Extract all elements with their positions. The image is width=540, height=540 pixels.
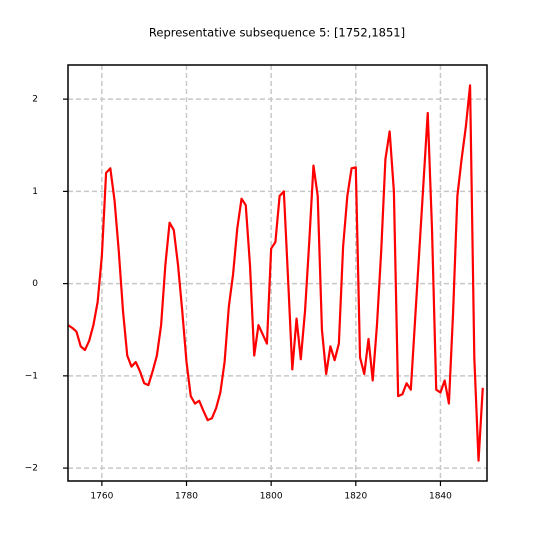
x-tick-label: 1800 — [260, 492, 283, 502]
x-tick-label: 1760 — [90, 492, 113, 502]
x-tick-label: 1780 — [175, 492, 198, 502]
line — [67, 84, 484, 462]
y-tick-label: 1 — [32, 187, 38, 197]
x-tick-label: 1820 — [344, 492, 367, 502]
y-tick-label: 0 — [32, 279, 38, 289]
plot-frame — [67, 64, 488, 482]
chart-title: Representative subsequence 5: [1752,1851… — [149, 26, 405, 40]
x-tick-label: 1840 — [429, 492, 452, 502]
y-tick-label: −1 — [25, 371, 38, 381]
y-tick-label: −2 — [25, 464, 38, 474]
y-tick-label: 2 — [32, 95, 38, 105]
